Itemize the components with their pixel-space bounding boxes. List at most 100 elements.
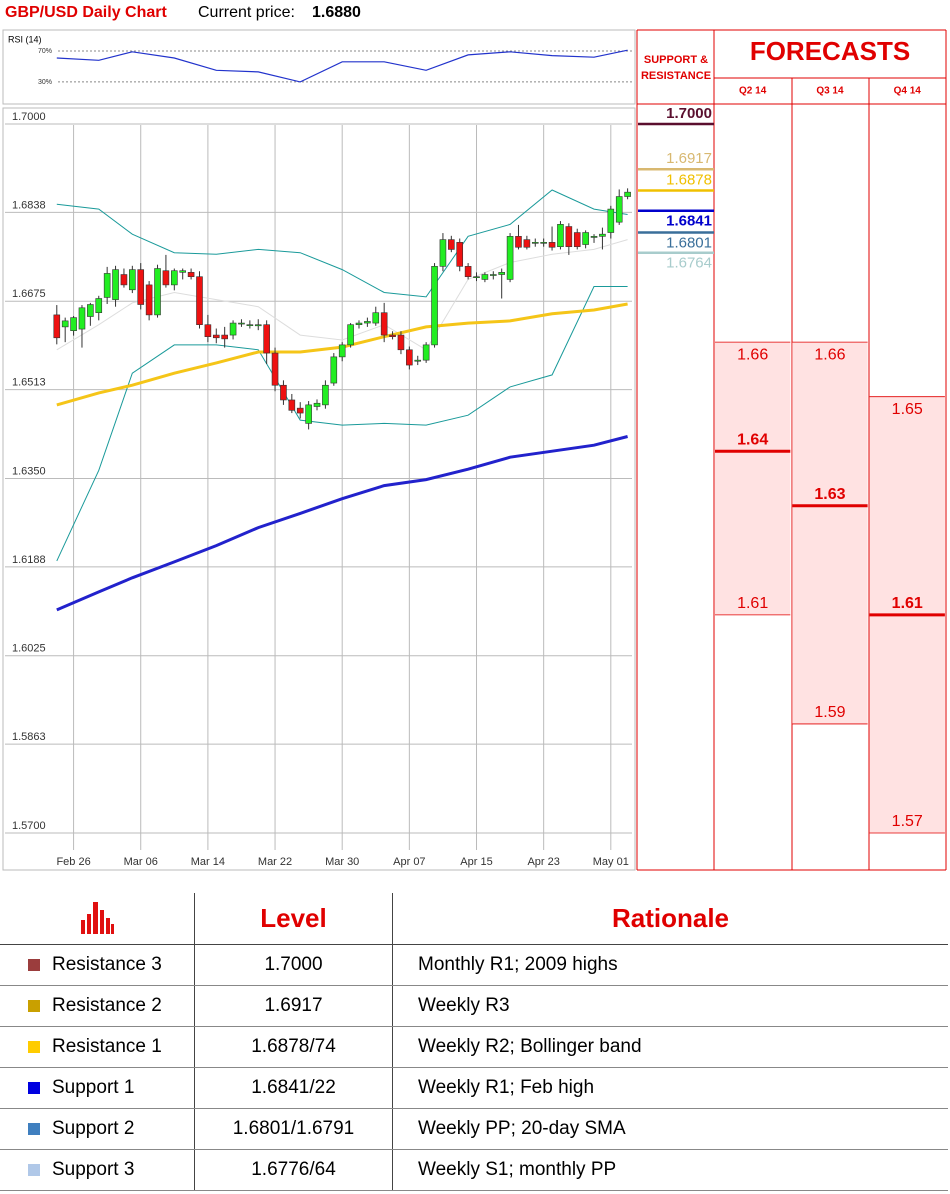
candle-body [330, 356, 338, 384]
candle-body [221, 334, 228, 340]
candle-body [464, 266, 472, 278]
candle-body [313, 402, 321, 407]
candle-body [271, 352, 279, 386]
candle-body [129, 269, 136, 291]
level-name: Support 3 [52, 1159, 135, 1180]
indicator-line [56, 189, 628, 298]
level-cell: 1.6917 [194, 985, 393, 1027]
candle-body [615, 196, 623, 223]
swatch [28, 1040, 40, 1053]
levels-table: Level Rationale Resistance 3 1.7000 Monthl… [0, 893, 948, 1191]
level-label: 1.6801 [666, 235, 712, 252]
candle-body [212, 334, 220, 339]
swatch [28, 1122, 40, 1135]
y-tick-label: 1.6513 [12, 377, 46, 389]
name-cell: Resistance 1 [0, 1026, 195, 1068]
rationale-cell: Monthly R1; 2009 highs [392, 944, 948, 986]
forecast-label: 1.64 [737, 431, 768, 448]
indicator-line [56, 435, 628, 612]
candle-body [557, 224, 564, 248]
candle-body [406, 349, 413, 366]
candle-body [607, 208, 615, 233]
x-tick-label: Apr 15 [460, 856, 492, 868]
table-row: Support 2 1.6801/1.6791 Weekly PP; 20-day … [0, 1108, 948, 1150]
column-header: Q4 14 [894, 86, 922, 97]
high-label: 1.65 [892, 401, 923, 418]
name-cell: Resistance 3 [0, 944, 195, 986]
candle-body [145, 284, 153, 316]
candle-body [548, 242, 556, 248]
y-tick-label: 1.5863 [12, 731, 46, 743]
candle-body [582, 232, 589, 245]
name-cell: Support 2 [0, 1108, 195, 1150]
candle-body [481, 274, 489, 280]
table-body: Level Rationale Resistance 3 1.7000 Monthl… [0, 893, 948, 1191]
y-tick-label: 1.7000 [12, 111, 46, 123]
column-header: Q3 14 [816, 86, 844, 97]
candle-body [103, 273, 111, 298]
y-tick-label: 1.5700 [12, 820, 46, 832]
candle-body [531, 242, 539, 244]
header-icon [0, 893, 195, 945]
candle-body [338, 344, 346, 358]
y-tick-label: 1.6350 [12, 465, 46, 477]
rsi-frame [2, 29, 636, 105]
x-tick-label: Mar 30 [325, 856, 359, 868]
swatch [28, 999, 40, 1012]
candle-body [422, 344, 430, 361]
level-name: Resistance 3 [52, 954, 162, 975]
candle-body [120, 274, 128, 286]
candle-body [95, 298, 103, 314]
y-tick-label: 1.6675 [12, 288, 46, 300]
y-tick-label: 30% [38, 79, 52, 86]
indicator-line [56, 286, 628, 562]
candle-body [414, 359, 422, 362]
rationale-cell: Weekly R1; Feb high [392, 1067, 948, 1109]
sr-title: SUPPORT & RESISTANCE [640, 54, 712, 82]
candle-body [448, 239, 455, 250]
table-row: Support 3 1.6776/64 Weekly S1; monthly PP [0, 1149, 948, 1191]
candle-body [196, 276, 203, 326]
low-label: 1.57 [892, 813, 923, 830]
chart-title: GBP/USD Daily Chart [5, 4, 167, 21]
column-header: Q2 14 [739, 86, 767, 97]
high-label: 1.66 [737, 346, 768, 363]
candle-body [573, 232, 581, 248]
level-cell: 1.6776/64 [194, 1149, 393, 1191]
candle-body [540, 242, 547, 244]
candle-body [347, 324, 354, 346]
x-tick-label: Apr 23 [527, 856, 559, 868]
main-frame [2, 107, 636, 871]
candle-body [229, 322, 237, 336]
x-tick-label: Feb 26 [56, 856, 90, 868]
candle-body [431, 266, 438, 346]
candle-body [305, 404, 312, 424]
candle-body [280, 384, 287, 401]
level-name: Resistance 1 [52, 1036, 162, 1057]
level-label: 1.6917 [666, 150, 712, 167]
level-name: Resistance 2 [52, 995, 162, 1016]
candle-body [439, 239, 447, 267]
candle-body [322, 384, 329, 406]
candle-body [179, 270, 187, 273]
candle-body [263, 324, 270, 354]
x-tick-label: Apr 07 [393, 856, 425, 868]
candle-body [78, 307, 86, 330]
x-tick-label: Mar 14 [191, 856, 225, 868]
table-row: Support 1 1.6841/22 Weekly R1; Feb high [0, 1067, 948, 1109]
table-row: Resistance 1 1.6878/74 Weekly R2; Bollinge… [0, 1026, 948, 1068]
y-tick-label: 1.6838 [12, 199, 46, 211]
level-label: 1.6841 [666, 213, 712, 230]
x-tick-label: Mar 22 [258, 856, 292, 868]
candle-body [254, 324, 262, 327]
candle-body [380, 312, 388, 336]
forecast-label: 1.61 [892, 595, 923, 612]
candle-body [506, 236, 514, 280]
candle-body [456, 242, 464, 267]
bar-icon [81, 901, 114, 934]
candle-body [355, 322, 363, 326]
candle-body [246, 324, 254, 327]
candle-body [590, 236, 598, 238]
level-label: 1.6764 [666, 255, 712, 272]
